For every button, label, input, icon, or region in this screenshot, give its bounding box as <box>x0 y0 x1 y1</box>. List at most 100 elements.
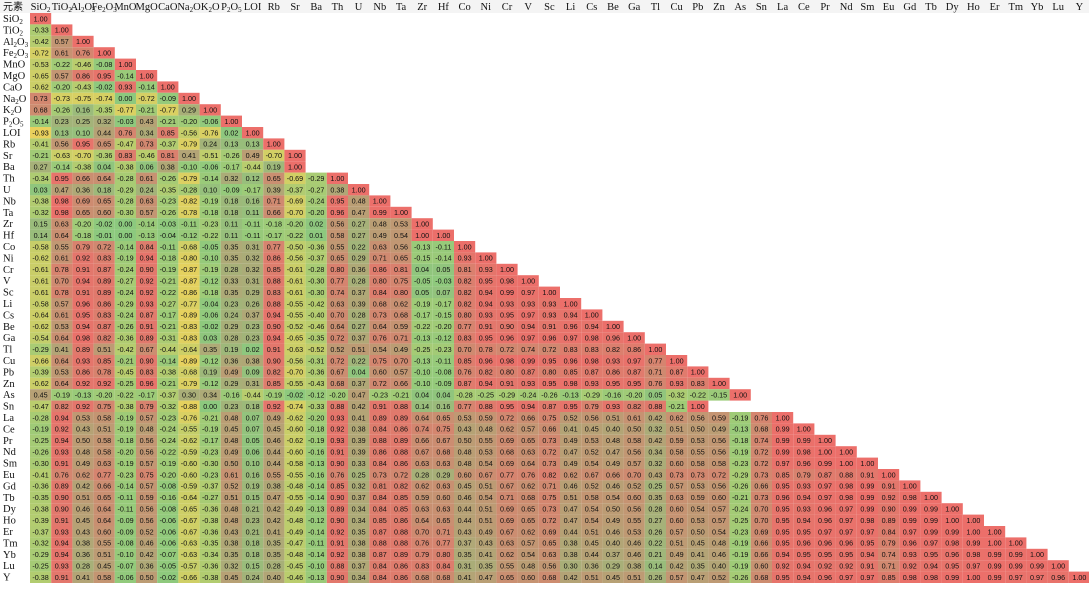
cell-value: 0.76 <box>521 470 535 479</box>
cell-value: 0.37 <box>352 493 366 502</box>
cell-value: 0.84 <box>373 425 387 434</box>
column-label-tb: Tb <box>925 2 937 13</box>
cell-value: 1.00 <box>860 459 874 468</box>
cell-value: 0.67 <box>330 368 344 377</box>
cell-value: 0.51 <box>627 573 641 582</box>
cell-value: 0.53 <box>691 436 705 445</box>
cell-value: 0.36 <box>140 562 154 571</box>
row-label-ga: Ga <box>3 333 16 344</box>
heatmap-cell <box>178 434 200 447</box>
heatmap-cell <box>284 263 306 276</box>
cell-value: -0.72 <box>138 94 154 103</box>
cell-value: 0.44 <box>267 459 281 468</box>
cell-value: 0.77 <box>267 242 281 251</box>
cell-value: 0.54 <box>394 231 408 240</box>
cell-value: 1.00 <box>776 413 790 422</box>
cell-value: 0.95 <box>564 402 578 411</box>
cell-value: -0.28 <box>32 413 48 422</box>
cell-value: -0.19 <box>117 425 133 434</box>
cell-value: 0.91 <box>140 322 154 331</box>
heatmap-cell <box>263 138 285 150</box>
heatmap-cell <box>263 332 285 344</box>
cell-value: 0.32 <box>224 174 238 183</box>
cell-value: 0.85 <box>394 505 408 514</box>
heatmap-cell <box>984 560 1006 572</box>
heatmap-cell <box>708 434 730 447</box>
cell-value: 0.85 <box>882 573 896 582</box>
cell-value: -0.17 <box>244 185 260 194</box>
cell-value: 0.73 <box>691 470 705 479</box>
cell-value: -0.24 <box>160 436 176 445</box>
cell-value: 1.00 <box>585 311 599 320</box>
cell-value: -0.19 <box>202 197 218 206</box>
column-label-li: Li <box>566 2 575 13</box>
cell-value: -0.62 <box>32 83 48 92</box>
cell-value: 1.00 <box>182 94 196 103</box>
heatmap-cell <box>348 195 370 207</box>
heatmap-cell <box>454 389 476 401</box>
heatmap-cell <box>560 503 582 515</box>
cell-value: 0.16 <box>246 470 260 479</box>
heatmap-cell <box>178 149 200 162</box>
heatmap-cell <box>623 400 645 412</box>
heatmap-cell <box>348 366 370 378</box>
row-label-sn: Sn <box>3 402 15 413</box>
cell-value: 0.49 <box>564 459 578 468</box>
heatmap-cell <box>326 366 348 378</box>
cell-value: -0.18 <box>202 208 218 217</box>
heatmap-cell <box>136 252 158 264</box>
cell-value: 0.41 <box>182 151 196 160</box>
cell-value: 1.00 <box>670 356 684 365</box>
cell-value: 0.35 <box>203 345 217 354</box>
heatmap-cell <box>835 457 857 469</box>
heatmap-cell <box>263 184 285 196</box>
heatmap-cell <box>220 332 242 344</box>
cell-value: 0.21 <box>648 550 662 559</box>
cell-value: 0.96 <box>818 539 832 548</box>
heatmap-cell <box>517 343 539 355</box>
heatmap-cell <box>30 366 52 378</box>
cell-value: 0.51 <box>97 550 111 559</box>
heatmap-cell <box>496 286 518 298</box>
heatmap-cell <box>51 355 73 367</box>
cell-value: -0.58 <box>32 242 48 251</box>
heatmap-cell <box>390 275 412 287</box>
heatmap-cell <box>326 526 348 538</box>
heatmap-cell <box>602 571 624 583</box>
cell-value: 0.30 <box>564 562 578 571</box>
cell-value: 0.16 <box>436 402 450 411</box>
heatmap-cell <box>284 184 306 196</box>
heatmap-cell <box>136 127 158 139</box>
cell-value: 0.42 <box>648 436 662 445</box>
cell-value: 0.05 <box>246 436 260 445</box>
heatmap-cell <box>369 206 391 219</box>
heatmap-cell <box>369 218 391 230</box>
cell-value: 0.57 <box>140 459 154 468</box>
heatmap-cell <box>51 58 73 70</box>
cell-value: 0.99 <box>1009 562 1023 571</box>
heatmap-cell <box>602 389 624 401</box>
cell-value: 0.98 <box>966 550 980 559</box>
heatmap-cell <box>242 195 264 207</box>
cell-value: 0.67 <box>415 448 429 457</box>
heatmap-cell <box>538 469 560 481</box>
heatmap-cell <box>517 423 539 435</box>
cell-value: -0.26 <box>160 174 176 183</box>
cell-value: 0.72 <box>542 516 556 525</box>
heatmap-cell <box>390 320 412 333</box>
cell-value: 1.00 <box>394 208 408 217</box>
heatmap-cell <box>644 423 666 435</box>
heatmap-cell <box>136 434 158 447</box>
heatmap-cell <box>72 400 94 412</box>
cell-value: 0.95 <box>776 482 790 491</box>
cell-value: 1.00 <box>712 379 726 388</box>
cell-value: -0.13 <box>308 459 324 468</box>
cell-value: 0.49 <box>670 550 684 559</box>
cell-value: 0.90 <box>140 356 154 365</box>
cell-value: 0.94 <box>585 322 599 331</box>
heatmap-cell <box>729 446 751 458</box>
heatmap-cell <box>432 446 454 458</box>
heatmap-cell <box>348 286 370 298</box>
heatmap-cell <box>284 560 306 572</box>
cell-value: 0.16 <box>246 197 260 206</box>
